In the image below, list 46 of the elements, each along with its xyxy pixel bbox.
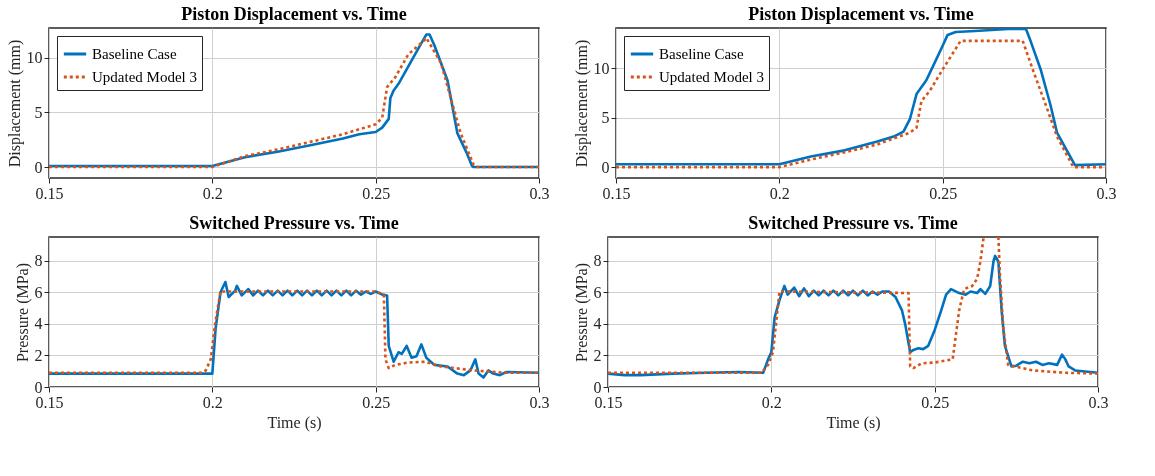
y-tick-label: 6 <box>34 283 43 301</box>
x-tick-label: 0.3 <box>1096 184 1117 202</box>
y-tick-label: 10 <box>26 49 43 67</box>
chart-title: Piston Displacement vs. Time <box>748 4 974 24</box>
y-tick-label: 0 <box>593 378 602 396</box>
legend-label: Updated Model 3 <box>92 69 197 85</box>
x-tick-label: 0.2 <box>202 393 223 411</box>
y-axis-title: Pressure (MPa) <box>572 262 591 363</box>
x-tick-label: 0.25 <box>362 393 391 411</box>
y-axis-title: Pressure (MPa) <box>13 262 32 363</box>
legend-label: Baseline Case <box>659 46 744 62</box>
x-tick-label: 0.15 <box>594 393 623 411</box>
y-tick-label: 10 <box>593 59 610 77</box>
y-tick-label: 4 <box>34 315 43 333</box>
legend-label: Updated Model 3 <box>659 69 764 85</box>
x-tick-label: 0.2 <box>769 184 790 202</box>
y-tick-label: 2 <box>34 346 43 364</box>
y-tick-label: 0 <box>34 158 43 176</box>
x-tick-label: 0.15 <box>602 184 631 202</box>
y-tick-label: 0 <box>34 378 43 396</box>
y-tick-label: 5 <box>34 103 43 121</box>
y-tick-label: 4 <box>593 315 602 333</box>
x-tick-label: 0.2 <box>761 393 782 411</box>
legend-label: Baseline Case <box>92 46 177 62</box>
y-tick-label: 5 <box>601 109 610 127</box>
y-axis-title: Displacement (mm) <box>572 39 591 168</box>
chart-title: Piston Displacement vs. Time <box>181 4 407 24</box>
x-tick-label: 0.25 <box>362 184 391 202</box>
x-tick-label: 0.3 <box>529 393 550 411</box>
x-tick-label: 0.25 <box>921 393 950 411</box>
y-tick-label: 0 <box>601 158 610 176</box>
x-tick-label: 0.3 <box>1088 393 1109 411</box>
y-tick-label: 6 <box>593 283 602 301</box>
x-tick-label: 0.3 <box>529 184 550 202</box>
x-axis-title: Time (s) <box>826 413 881 432</box>
x-tick-label: 0.15 <box>35 184 64 202</box>
y-axis-title: Displacement (mm) <box>5 39 24 168</box>
x-tick-label: 0.15 <box>35 393 64 411</box>
x-tick-label: 0.2 <box>202 184 223 202</box>
chart-title: Switched Pressure vs. Time <box>748 213 958 233</box>
x-axis-title: Time (s) <box>267 413 322 432</box>
x-tick-label: 0.25 <box>929 184 958 202</box>
y-tick-label: 8 <box>593 252 602 270</box>
chart-title: Switched Pressure vs. Time <box>189 213 399 233</box>
y-tick-label: 8 <box>34 252 43 270</box>
y-tick-label: 2 <box>593 346 602 364</box>
